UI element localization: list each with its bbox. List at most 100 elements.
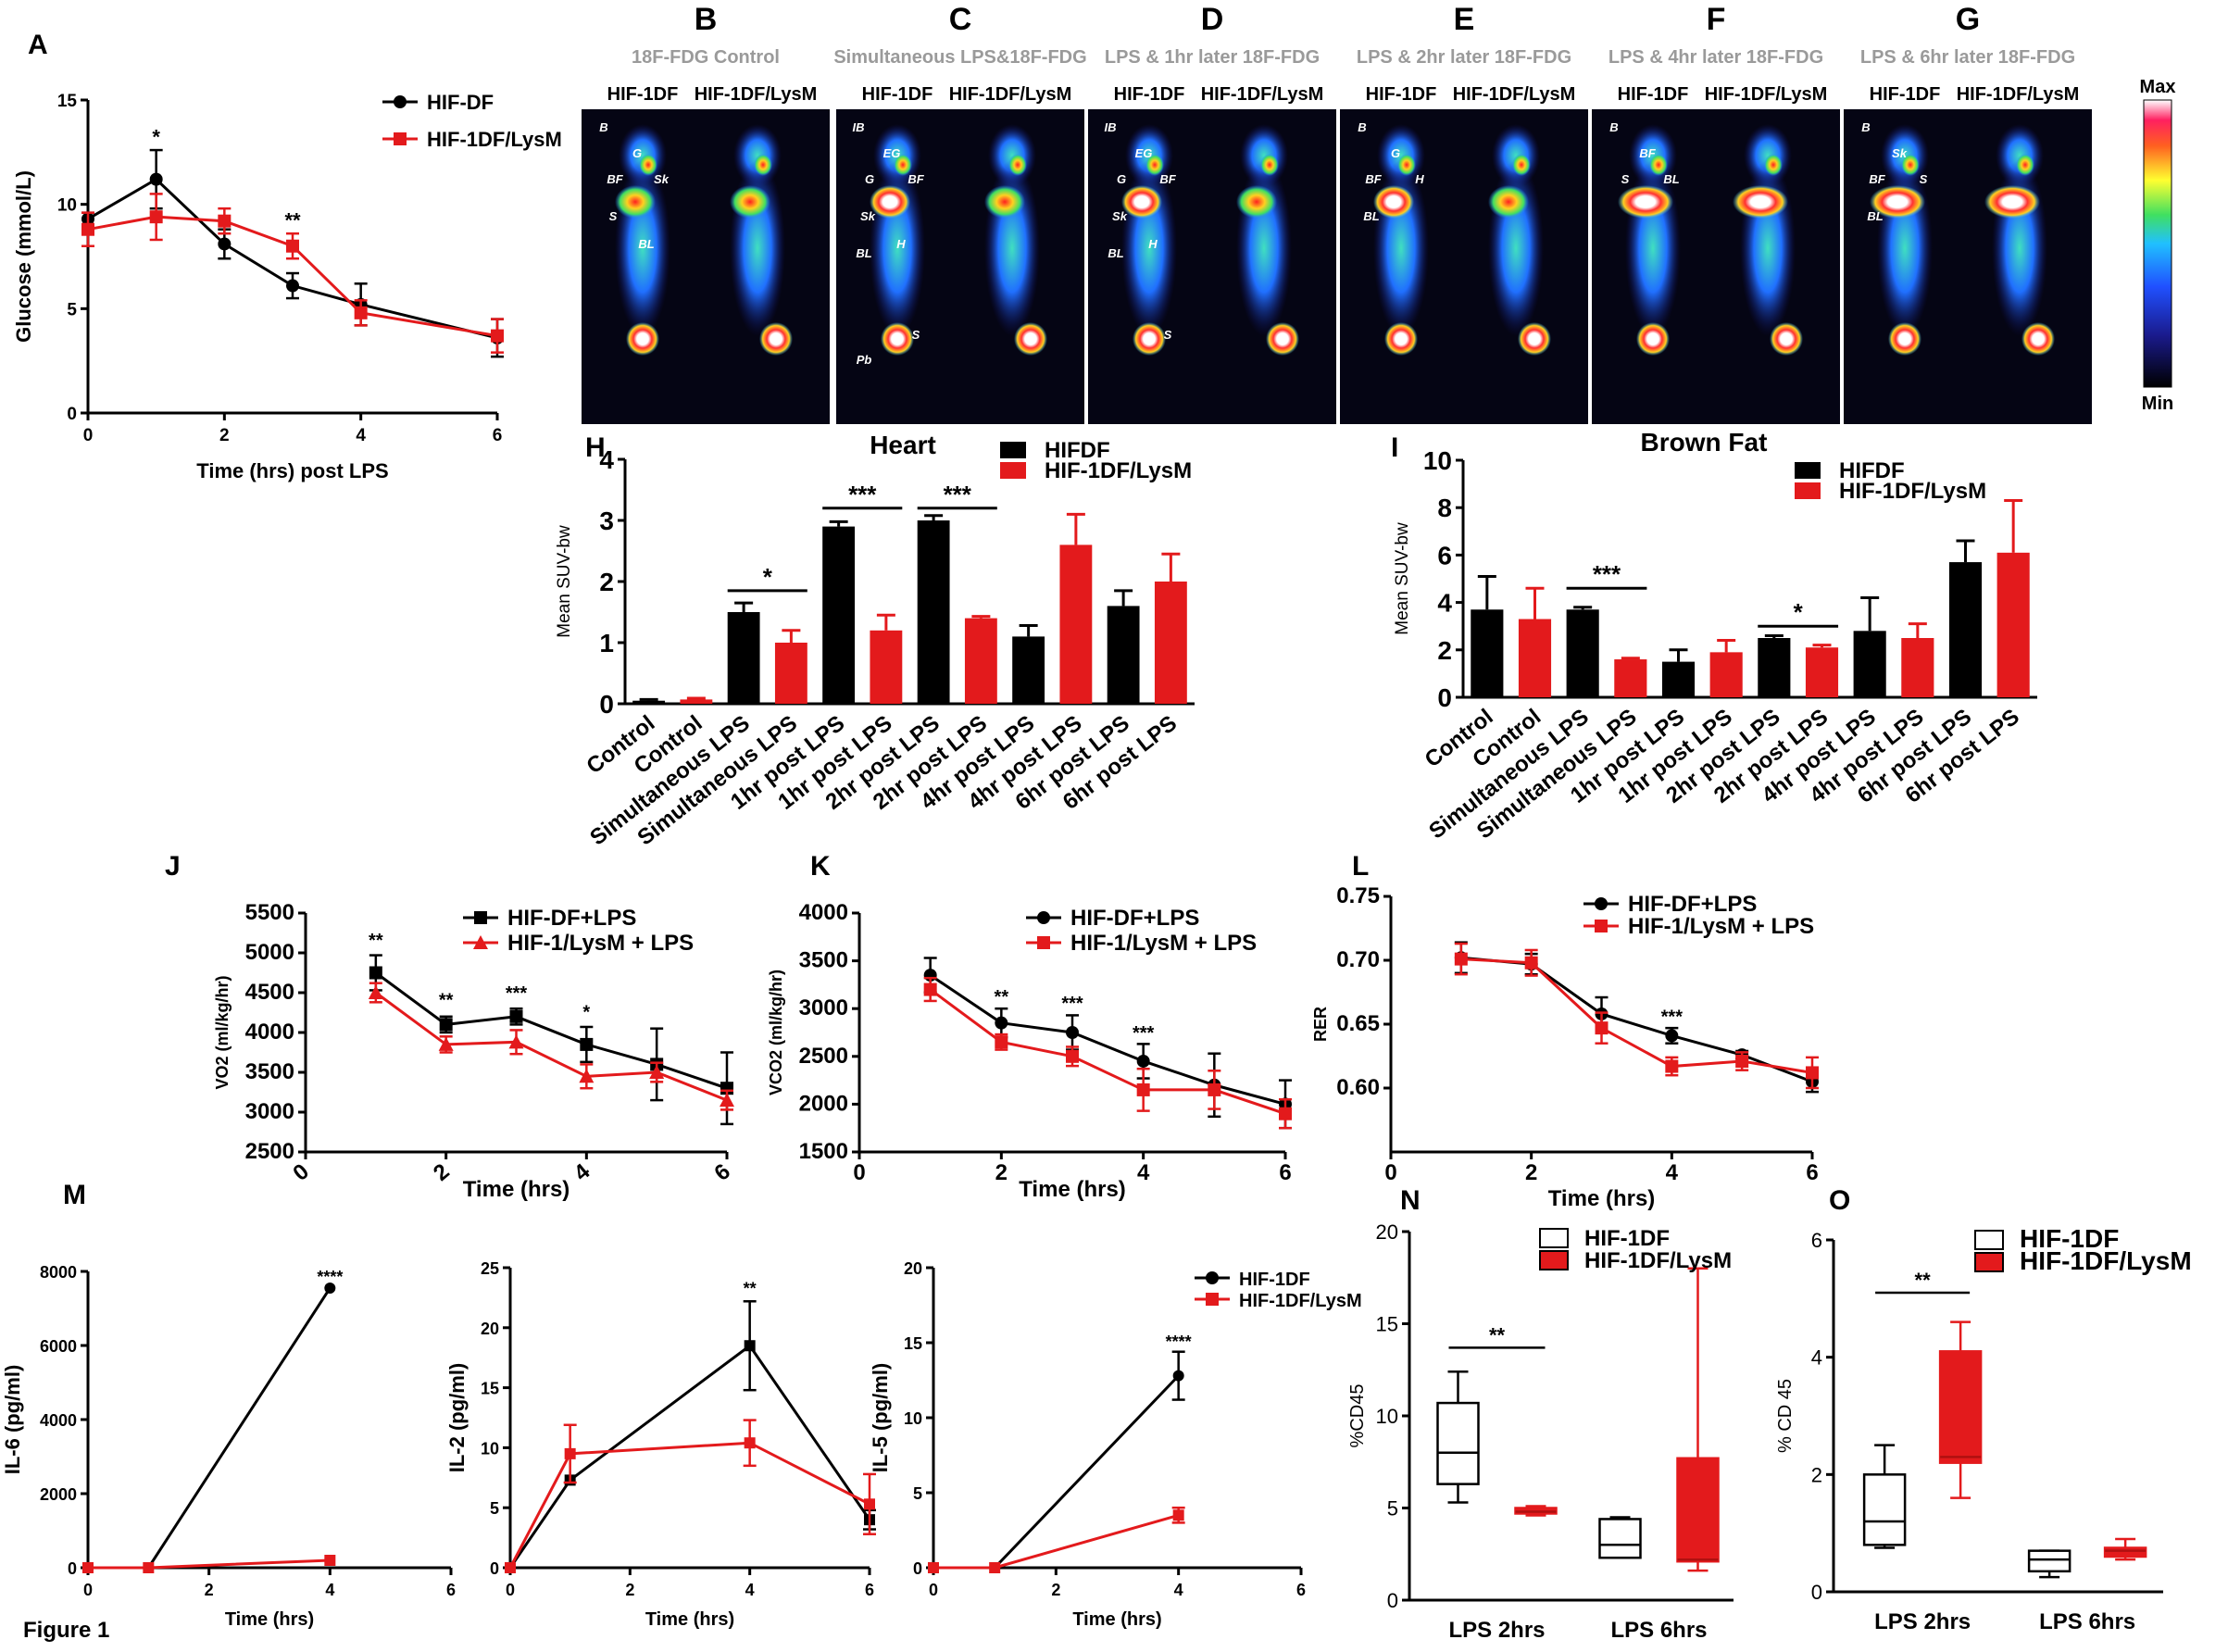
mouse-scan <box>870 124 925 356</box>
neck-uptake <box>1901 154 1920 176</box>
significance-stars: * <box>152 125 160 148</box>
legend-item: HIF-1/LysM + LPS <box>1583 914 1814 939</box>
legend-label: HIF-DF <box>427 91 494 114</box>
colorbar-max-label: Max <box>2140 77 2176 97</box>
chart-M1: 0 2000 4000 6000 8000 0 2 4 6 Time (hrs) IL-6 (pg/… <box>1 1263 456 1630</box>
bar <box>680 699 713 704</box>
data-point <box>1524 956 1538 970</box>
x-tick-label: 0 <box>853 1160 865 1185</box>
bladder-uptake <box>1518 322 1551 356</box>
legend-label: HIF-1/LysM + LPS <box>1070 931 1257 956</box>
y-tick-label: 0.60 <box>1336 1075 1380 1100</box>
organ-tag: BL <box>856 246 871 260</box>
y-axis-title: VO2 (ml/kg/hr) <box>213 975 232 1089</box>
y-tick-label: 15 <box>57 92 78 111</box>
y-tick-label: 20 <box>481 1320 499 1338</box>
series-HIF-1DF/LysM <box>81 193 504 354</box>
pet-title: 18F-FDG Control <box>632 47 780 68</box>
series-HIF-DF+LPS <box>1454 941 1819 1094</box>
organ-tag: S <box>912 328 920 342</box>
y-tick-label: 6 <box>1811 1229 1822 1252</box>
data-point <box>286 239 299 253</box>
pet-sub-label: HIF-1DF <box>1870 84 1941 105</box>
series-line <box>87 215 498 338</box>
data-point <box>1665 1059 1679 1073</box>
panel-letter: H <box>585 432 606 463</box>
pet-column-F: F LPS & 4hr later 18F-FDG HIF-1DF HIF-1DF/L… <box>1592 2 1840 424</box>
legend-label: HIF-1DF/LysM <box>2020 1246 2192 1275</box>
y-tick-label: 5 <box>490 1499 499 1518</box>
data-point <box>1208 1083 1221 1096</box>
x-tick-label: 4 <box>1137 1160 1150 1185</box>
significance-stars: ** <box>1915 1269 1932 1292</box>
data-point <box>354 306 368 319</box>
data-point <box>324 1555 336 1566</box>
legend-marker <box>394 95 407 108</box>
pet-sub-label: HIF-1DF <box>1114 84 1185 105</box>
data-point <box>1066 1049 1079 1063</box>
box <box>2027 1549 2072 1573</box>
organ-tag: Sk <box>860 209 876 223</box>
bladder-uptake <box>1014 322 1047 356</box>
pet-column-B: B 18F-FDG Control HIF-1DF HIF-1DF/LysM B G BF S… <box>582 2 830 424</box>
significance-stars: ** <box>369 931 383 951</box>
panel-letter: A <box>28 30 48 60</box>
chart-O: O 0 2 4 6 % CD 45 LPS 2hrs LPS 6hrs ** HIF-1DFHIF… <box>1775 1185 2192 1634</box>
y-tick-label: 8 <box>1437 494 1452 522</box>
significance-stars: * <box>582 1003 590 1023</box>
x-tick-label: 2 <box>219 426 230 445</box>
bladder-uptake <box>1266 322 1299 356</box>
bar <box>917 520 950 704</box>
organ-tag: Sk <box>654 172 670 186</box>
data-point <box>1735 1055 1749 1069</box>
x-tick-label: 4 <box>745 1581 755 1599</box>
y-tick-label: 0 <box>1437 683 1452 712</box>
pet-column-G: G LPS & 6hr later 18F-FDG HIF-1DF HIF-1DF/L… <box>1844 2 2092 424</box>
panel-letter: I <box>1391 432 1398 463</box>
organ-tag: BF <box>1159 172 1176 186</box>
mouse-scan <box>1373 124 1429 356</box>
y-tick-label: 2500 <box>799 1044 848 1069</box>
y-tick-label: 4 <box>599 445 614 474</box>
brown-fat-uptake <box>730 185 770 219</box>
y-tick-label: 10 <box>481 1439 499 1458</box>
mouse-scan <box>615 124 670 356</box>
series-line <box>929 988 1286 1116</box>
pet-column-E: E LPS & 2hr later 18F-FDG HIF-1DF HIF-1DF/L… <box>1340 2 1588 424</box>
brown-fat-uptake <box>1373 185 1414 219</box>
legend-item: HIF-DF+LPS <box>1583 892 1757 917</box>
brown-fat-uptake <box>1236 185 1277 219</box>
legend-item: HIF-1DF/LysM <box>1000 458 1192 483</box>
y-axis-title: %CD45 <box>1347 1384 1368 1448</box>
panel-letter: L <box>1352 851 1369 882</box>
data-point <box>491 329 504 343</box>
organ-tag: H <box>1415 172 1424 186</box>
neck-uptake <box>894 154 912 176</box>
data-point <box>1136 1054 1150 1068</box>
brown-fat-uptake <box>1618 185 1673 219</box>
pet-title: LPS & 2hr later 18F-FDG <box>1357 47 1571 68</box>
pet-title: LPS & 6hr later 18F-FDG <box>1860 47 2075 68</box>
x-tick-label: 6 <box>1806 1160 1818 1185</box>
y-tick-label: 5 <box>67 300 77 319</box>
panel-letter: D <box>1201 2 1224 37</box>
significance-stars: **** <box>1166 1333 1192 1351</box>
significance-stars: ** <box>1489 1323 1506 1346</box>
data-point <box>286 279 299 293</box>
series-line <box>87 177 498 340</box>
legend-marker <box>473 935 488 949</box>
series-line <box>933 1513 1180 1570</box>
legend-item: HIF-1DF/LysM <box>1195 1291 1362 1311</box>
x-axis-title: Time (hrs) post LPS <box>196 459 388 482</box>
y-tick-label: 0 <box>1811 1581 1822 1604</box>
x-tick-label: 0 <box>288 1159 314 1186</box>
mouse-scan <box>730 124 793 356</box>
y-tick-label: 2 <box>599 568 614 596</box>
x-axis-title: Time (hrs) <box>1548 1186 1656 1211</box>
x-tick-label: 6 <box>865 1581 874 1599</box>
legend-swatch <box>1974 1230 2004 1250</box>
series-line <box>374 991 728 1102</box>
neck-uptake <box>1512 154 1531 176</box>
x-tick-label: 2 <box>995 1160 1008 1185</box>
y-axis-title: Mean SUV-bw <box>555 525 574 638</box>
